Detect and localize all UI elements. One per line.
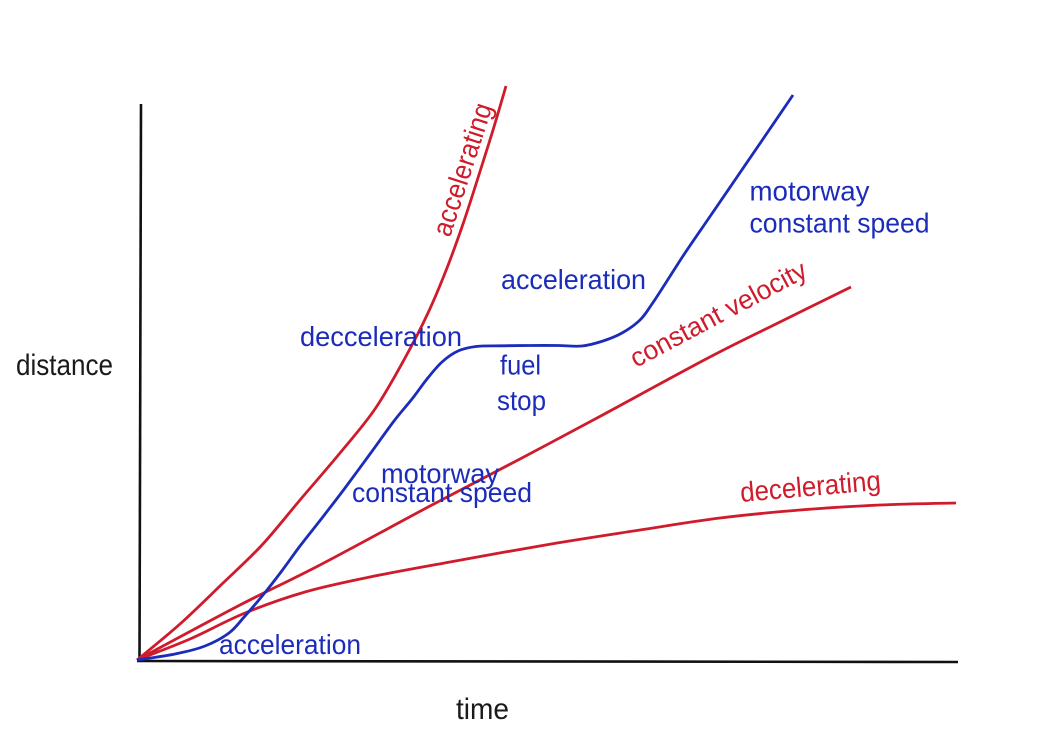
svg-text:constant speed: constant speed [352, 477, 532, 508]
svg-text:fuel: fuel [500, 350, 541, 381]
svg-text:acceleration: acceleration [501, 264, 646, 295]
svg-text:distance: distance [16, 349, 113, 382]
svg-text:time: time [456, 693, 509, 726]
svg-text:motorway: motorway [750, 176, 870, 207]
svg-text:acceleration: acceleration [219, 629, 361, 660]
svg-text:motorway: motorway [381, 458, 499, 489]
svg-text:constant speed: constant speed [750, 208, 930, 239]
svg-text:stop: stop [497, 385, 546, 416]
svg-text:decceleration: decceleration [300, 321, 462, 352]
